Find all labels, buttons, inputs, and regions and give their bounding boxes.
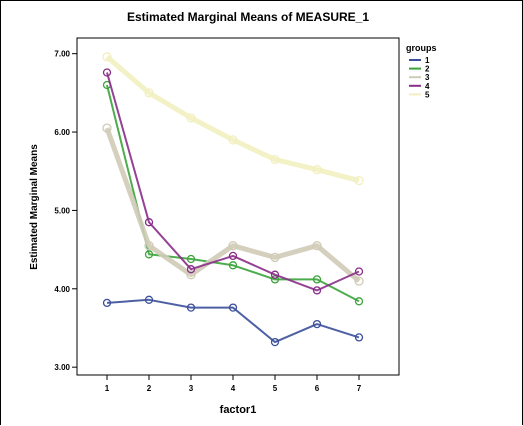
series-4	[102, 68, 364, 295]
legend-item-4: 4	[409, 82, 430, 91]
data-point	[270, 275, 280, 284]
data-point	[144, 218, 154, 227]
data-point	[144, 88, 154, 98]
data-point	[354, 333, 364, 342]
data-point	[354, 297, 364, 306]
series-line-2	[106, 84, 360, 303]
y-axis: 3.00 4.00 5.00 6.00 7.00	[54, 50, 77, 372]
data-point	[144, 295, 154, 304]
series-layer	[102, 52, 364, 347]
legend-item-3: 3	[409, 73, 430, 82]
x-tick-label: 5	[273, 384, 278, 393]
data-point	[102, 68, 112, 77]
legend-title: groups	[406, 43, 437, 53]
y-tick-label: 6.00	[54, 128, 70, 137]
series-line-5	[105, 54, 360, 184]
data-point	[270, 252, 280, 263]
x-tick-label: 4	[231, 384, 236, 393]
data-point	[102, 298, 112, 308]
plot-area	[76, 37, 400, 376]
series-line-3	[104, 127, 361, 283]
x-tick-label: 2	[147, 384, 152, 393]
data-point	[354, 276, 364, 286]
data-point	[186, 254, 196, 264]
data-point	[312, 275, 322, 284]
data-point	[228, 241, 238, 251]
series-line-4	[106, 72, 360, 292]
x-tick-label: 1	[105, 384, 110, 393]
data-point	[102, 123, 112, 133]
data-point	[186, 113, 196, 123]
legend-label: 5	[425, 90, 430, 99]
legend-label: 4	[425, 82, 430, 91]
data-point	[228, 261, 238, 270]
data-point	[312, 286, 322, 295]
x-tick-label: 7	[357, 384, 362, 393]
data-point	[270, 337, 280, 347]
data-point	[354, 175, 364, 186]
data-point	[270, 270, 280, 279]
legend-item-2: 2	[409, 65, 430, 74]
chart-title: Estimated Marginal Means of MEASURE_1	[127, 10, 369, 24]
x-tick-label: 6	[315, 384, 320, 393]
legend-item-5: 5	[409, 90, 430, 99]
data-point	[102, 52, 112, 62]
x-tick-label: 3	[189, 384, 194, 393]
legend-label: 3	[425, 73, 430, 82]
y-tick-label: 4.00	[54, 285, 70, 294]
legend-label: 1	[425, 56, 430, 65]
y-tick-label: 3.00	[54, 363, 70, 372]
data-point	[228, 303, 238, 312]
data-point	[186, 265, 196, 274]
data-point	[312, 319, 322, 329]
y-axis-label: Estimated Marginal Means	[29, 144, 40, 270]
data-point	[228, 135, 238, 145]
series-5	[102, 52, 364, 186]
x-axis: 1 2 3 4 5 6 7	[105, 375, 362, 393]
data-point	[312, 241, 322, 251]
data-point	[354, 267, 364, 276]
data-point	[186, 303, 196, 312]
x-axis-label: factor1	[220, 404, 257, 416]
data-point	[312, 165, 322, 175]
legend-item-1: 1	[409, 56, 430, 65]
series-3	[102, 123, 364, 286]
y-tick-label: 5.00	[54, 206, 70, 215]
series-1	[102, 295, 364, 347]
data-point	[144, 250, 154, 259]
legend-label: 2	[425, 65, 430, 74]
y-tick-label: 7.00	[54, 50, 70, 59]
data-point	[186, 270, 196, 280]
data-point	[144, 241, 154, 251]
series-line-1	[106, 298, 360, 344]
data-point	[270, 154, 280, 165]
series-2	[102, 80, 364, 306]
data-point	[228, 251, 238, 261]
